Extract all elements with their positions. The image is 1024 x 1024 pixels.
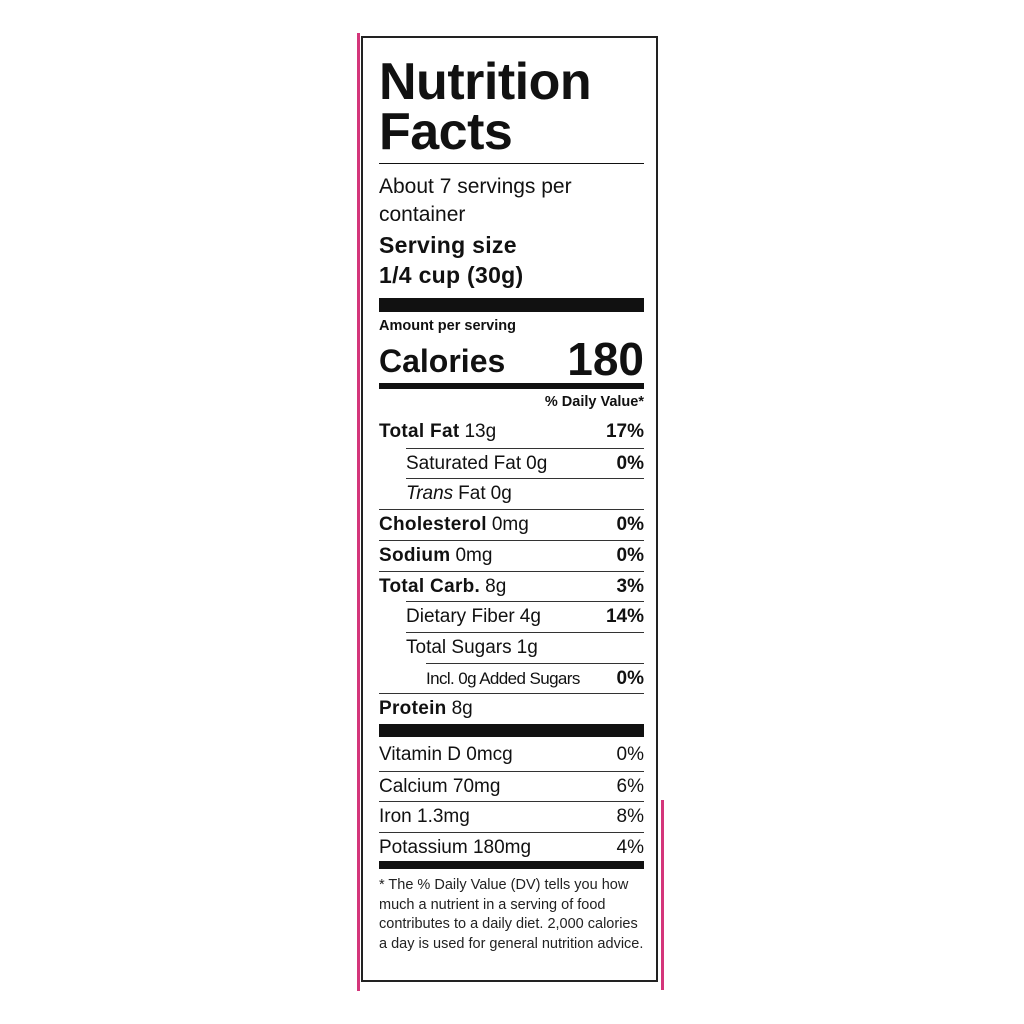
- nutrient-row: Protein 8g: [379, 693, 644, 724]
- vitamin-row: Potassium 180mg 4%: [379, 831, 644, 863]
- nutrient-name: Cholesterol: [379, 514, 487, 536]
- serving-size-label: Serving size: [379, 232, 517, 258]
- footnote: * The % Daily Value (DV) tells you how m…: [379, 877, 644, 952]
- nutrient-daily-value: 0%: [616, 544, 644, 566]
- nutrient-amount: 8g: [485, 575, 507, 597]
- nutrient-name: Dietary Fiber: [406, 606, 515, 628]
- vitamin-daily-value: 4%: [616, 836, 644, 858]
- nutrient-daily-value: 3%: [616, 575, 644, 597]
- nutrient-row: Incl. 0g Added Sugars 0%: [426, 662, 644, 694]
- nutrient-amount: 0mg: [491, 514, 529, 536]
- right-accent-line: [661, 800, 664, 990]
- vitamin-name: Vitamin D 0mcg: [379, 744, 513, 765]
- nutrient-row: Dietary Fiber 4g 14%: [406, 601, 644, 632]
- nutrient-row: Cholesterol 0mg 0%: [379, 509, 644, 540]
- vitamin-name: Potassium 180mg: [379, 836, 532, 858]
- medium-divider: [379, 383, 644, 389]
- vitamin-row: Iron 1.3mg 8%: [379, 801, 644, 832]
- vitamin-daily-value: 6%: [616, 775, 644, 797]
- calories-value: 180: [567, 333, 644, 385]
- nutrient-name: Protein: [379, 698, 447, 720]
- nutrient-name: Trans: [406, 483, 454, 505]
- nutrient-amount: 0g: [490, 483, 512, 505]
- nutrient-row: Total Fat 13g 17%: [379, 417, 644, 447]
- vitamin-row: Calcium 70mg 6%: [379, 770, 644, 802]
- vitamin-name: Iron 1.3mg: [379, 806, 470, 827]
- thick-divider: [379, 298, 644, 312]
- nutrient-name: Saturated Fat: [406, 452, 522, 474]
- nutrient-name-suffix: Fat: [458, 483, 486, 505]
- nutrient-amount: 1g: [516, 636, 538, 658]
- nutrient-name: Total Fat: [379, 421, 460, 442]
- vitamin-row: Vitamin D 0mcg 0%: [379, 740, 644, 770]
- nutrient-name: Total Carb.: [379, 575, 481, 597]
- nutrition-facts-label: Nutrition Facts About 7 servings per con…: [361, 36, 658, 982]
- left-accent-line: [357, 33, 360, 991]
- serving-size-value: 1/4 cup (30g): [379, 262, 524, 288]
- nutrient-daily-value: 0%: [616, 452, 644, 474]
- title-line-2: Facts: [379, 103, 513, 161]
- divider: [379, 163, 644, 164]
- nutrient-row: Saturated Fat 0g 0%: [406, 447, 644, 479]
- thick-divider: [379, 724, 644, 737]
- amount-per-serving: Amount per serving: [379, 318, 516, 334]
- medium-divider: [379, 861, 644, 869]
- serving-size: Serving size 1/4 cup (30g): [379, 230, 644, 290]
- nutrient-amount: 13g: [464, 421, 497, 442]
- nutrient-daily-value: 17%: [605, 421, 644, 442]
- nutrient-name: Sodium: [379, 544, 451, 566]
- servings-per-container: About 7 servings per container: [379, 173, 644, 229]
- vitamin-name: Calcium 70mg: [379, 775, 501, 797]
- daily-value-header: % Daily Value*: [544, 394, 644, 410]
- servings-line-2: container: [379, 203, 466, 226]
- nutrient-daily-value: 0%: [616, 667, 644, 689]
- nutrient-amount: 8g: [451, 698, 473, 720]
- nutrient-row: Total Sugars 1g: [406, 631, 644, 663]
- nutrient-row: Total Carb. 8g 3%: [379, 570, 644, 602]
- calories-row: Calories 180: [379, 333, 644, 385]
- vitamin-daily-value: 8%: [616, 806, 644, 827]
- nutrient-name: Total Sugars: [406, 636, 512, 658]
- nutrient-amount: 0g: [526, 452, 548, 474]
- title-line-1: Nutrition: [379, 53, 592, 111]
- nutrient-amount: 0mg: [455, 544, 493, 566]
- calories-label: Calories: [379, 343, 506, 379]
- servings-line-1: About 7 servings per: [379, 175, 572, 198]
- nutrient-row: Sodium 0mg 0%: [379, 539, 644, 571]
- nutrient-name: Incl. 0g Added Sugars: [426, 668, 580, 688]
- vitamin-daily-value: 0%: [616, 744, 644, 765]
- nutrient-daily-value: 14%: [605, 606, 644, 628]
- nutrient-row: Trans Fat 0g: [406, 478, 644, 509]
- nutrient-daily-value: 0%: [616, 514, 644, 536]
- nutrient-amount: 4g: [519, 606, 541, 628]
